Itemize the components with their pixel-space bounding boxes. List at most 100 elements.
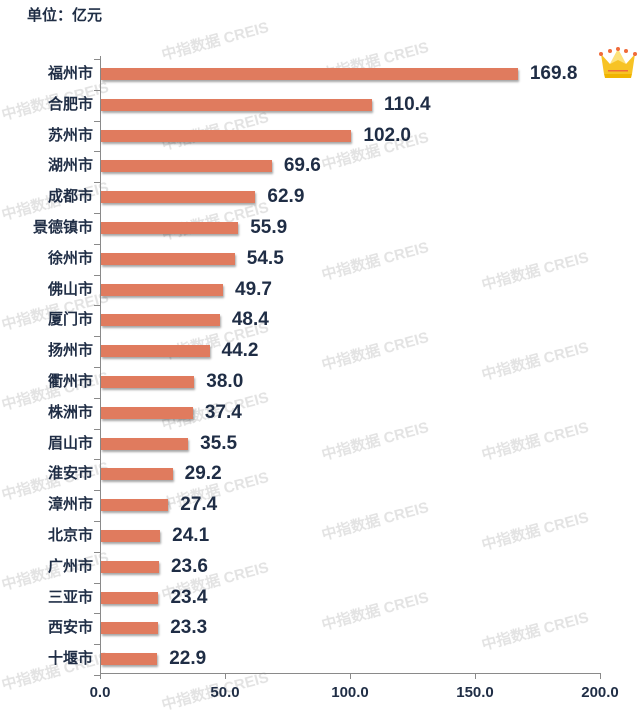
- y-tick: [94, 613, 100, 615]
- y-axis: [100, 56, 101, 673]
- category-label: 淮安市: [47, 465, 93, 483]
- value-label: 35.5: [200, 432, 238, 454]
- category-label: 湖州市: [47, 157, 93, 175]
- bar: [101, 222, 239, 234]
- value-label: 69.6: [283, 155, 321, 177]
- watermark: 中指数据 CREIS: [319, 499, 431, 544]
- watermark: 中指数据 CREIS: [479, 249, 591, 294]
- value-label: 22.9: [169, 648, 207, 670]
- category-label: 西安市: [47, 619, 93, 637]
- y-tick: [94, 151, 100, 153]
- value-label: 23.4: [170, 586, 208, 608]
- y-tick: [94, 521, 100, 522]
- x-tick: [350, 673, 351, 679]
- crown-icon: [599, 47, 637, 78]
- y-tick: [94, 490, 100, 492]
- watermark: 中指数据 CREIS: [319, 589, 431, 634]
- value-label: 48.4: [231, 309, 269, 331]
- bar: [101, 560, 159, 573]
- y-tick: [94, 551, 100, 553]
- category-label: 漳州市: [47, 496, 93, 514]
- category-label: 佛山市: [47, 280, 93, 298]
- category-label: 成都市: [47, 188, 93, 206]
- value-label: 169.8: [529, 63, 578, 84]
- watermark: 中指数据 CREIS: [479, 339, 591, 384]
- bar: [101, 653, 158, 666]
- y-tick: [94, 243, 100, 245]
- x-tick-label: 100.0: [331, 684, 369, 701]
- watermark: 中指数据 CREIS: [479, 419, 591, 464]
- bar: [101, 406, 193, 419]
- y-tick: [94, 644, 100, 646]
- value-label: 54.5: [246, 247, 284, 269]
- bar: [101, 345, 210, 358]
- bar: [101, 314, 220, 327]
- category-label: 三亚市: [47, 588, 93, 606]
- x-tick: [100, 673, 101, 679]
- value-label: 27.4: [180, 494, 218, 516]
- value-label: 24.1: [172, 525, 210, 546]
- y-tick: [94, 428, 100, 430]
- bar: [101, 252, 235, 265]
- value-label: 38.0: [206, 371, 244, 392]
- watermark: 中指数据 CREIS: [319, 329, 431, 374]
- category-label: 眉山市: [47, 434, 93, 452]
- value-label: 55.9: [250, 217, 288, 238]
- watermark: 中指数据 CREIS: [319, 419, 431, 464]
- bar: [101, 468, 173, 481]
- value-label: 44.2: [221, 340, 259, 362]
- x-tick-label: 50.0: [210, 684, 240, 701]
- category-label: 广州市: [47, 557, 93, 575]
- bar: [101, 283, 223, 296]
- category-label: 徐州市: [47, 249, 93, 267]
- watermark: 中指数据 CREIS: [479, 609, 591, 654]
- x-tick: [475, 673, 476, 679]
- value-label: 23.3: [170, 617, 208, 639]
- bar: [101, 191, 256, 204]
- x-tick: [600, 673, 601, 679]
- bar: [101, 68, 518, 80]
- y-tick: [94, 120, 100, 122]
- y-tick: [94, 213, 100, 214]
- y-tick: [94, 336, 100, 338]
- value-label: 23.6: [170, 555, 208, 577]
- category-label: 株洲市: [47, 403, 93, 421]
- value-label: 37.4: [204, 401, 242, 423]
- x-tick-label: 200.0: [581, 684, 619, 701]
- category-label: 十堰市: [47, 650, 93, 668]
- x-tick: [225, 673, 226, 679]
- value-label: 29.2: [184, 463, 222, 485]
- y-tick: [94, 182, 100, 184]
- y-tick: [94, 397, 100, 399]
- watermark: 中指数据 CREIS: [319, 239, 431, 284]
- watermark: 中指数据 CREIS: [479, 509, 591, 554]
- value-label: 62.9: [267, 186, 305, 208]
- watermark: 中指数据 CREIS: [159, 19, 271, 64]
- value-label: 110.4: [384, 93, 431, 115]
- x-tick-label: 150.0: [456, 684, 494, 701]
- bar: [101, 437, 189, 450]
- unit-label: 单位：亿元: [27, 7, 103, 24]
- y-tick: [94, 89, 100, 91]
- x-tick-label: 0.0: [89, 684, 111, 701]
- category-label: 扬州市: [47, 342, 93, 360]
- bar: [101, 98, 373, 111]
- category-label: 厦门市: [47, 311, 93, 329]
- bar: [101, 591, 159, 604]
- category-label: 景德镇市: [32, 219, 93, 236]
- bar: [101, 129, 352, 142]
- category-label: 北京市: [47, 527, 93, 544]
- category-label: 福州市: [47, 65, 93, 82]
- category-label: 合肥市: [47, 95, 93, 113]
- y-tick: [94, 367, 100, 368]
- bar: [101, 376, 195, 388]
- value-label: 49.7: [235, 278, 272, 300]
- y-tick: [94, 274, 100, 276]
- y-tick: [94, 582, 100, 584]
- y-tick: [94, 59, 100, 60]
- category-label: 苏州市: [47, 126, 93, 144]
- y-tick: [94, 459, 100, 461]
- bar: [101, 530, 161, 542]
- bar: [101, 499, 169, 512]
- category-label: 衢州市: [47, 373, 93, 390]
